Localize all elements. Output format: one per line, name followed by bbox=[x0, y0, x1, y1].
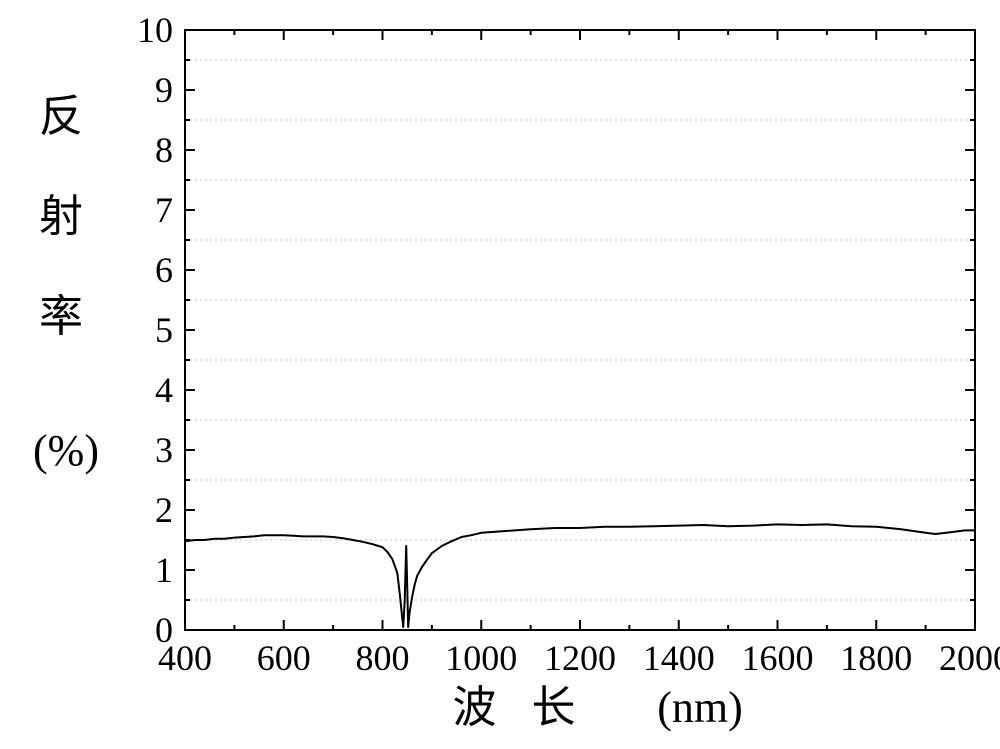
svg-text:1600: 1600 bbox=[742, 638, 814, 678]
svg-text:2: 2 bbox=[155, 490, 173, 530]
svg-text:(nm): (nm) bbox=[657, 683, 743, 732]
svg-text:波 长: 波 长 bbox=[453, 683, 588, 732]
svg-text:2000: 2000 bbox=[939, 638, 1000, 678]
svg-text:1: 1 bbox=[155, 550, 173, 590]
reflectance-chart: 4006008001000120014001600180020000123456… bbox=[0, 0, 1000, 749]
svg-text:6: 6 bbox=[155, 250, 173, 290]
chart-svg: 4006008001000120014001600180020000123456… bbox=[0, 0, 1000, 749]
svg-text:5: 5 bbox=[155, 310, 173, 350]
svg-text:1000: 1000 bbox=[445, 638, 517, 678]
svg-text:1400: 1400 bbox=[643, 638, 715, 678]
y-axis-label-char-1: 射 bbox=[35, 180, 87, 244]
svg-text:600: 600 bbox=[257, 638, 311, 678]
svg-text:4: 4 bbox=[155, 370, 173, 410]
svg-text:1800: 1800 bbox=[840, 638, 912, 678]
svg-text:1200: 1200 bbox=[544, 638, 616, 678]
y-axis-label-char-2: 率 bbox=[35, 280, 87, 344]
svg-text:3: 3 bbox=[155, 430, 173, 470]
y-axis-label-unit: (%) bbox=[31, 425, 101, 476]
svg-text:800: 800 bbox=[356, 638, 410, 678]
y-axis-label-char-0: 反 bbox=[35, 80, 87, 144]
svg-text:0: 0 bbox=[155, 610, 173, 650]
svg-text:8: 8 bbox=[155, 130, 173, 170]
svg-text:10: 10 bbox=[137, 10, 173, 50]
svg-text:7: 7 bbox=[155, 190, 173, 230]
svg-text:9: 9 bbox=[155, 70, 173, 110]
